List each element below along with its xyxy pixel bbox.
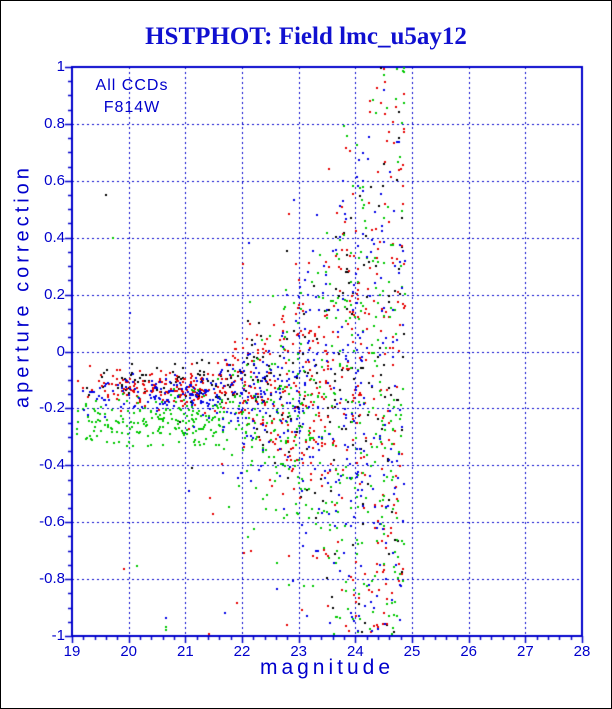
x-tick-label: 24 xyxy=(346,643,364,660)
y-tick-label: -0.6 xyxy=(39,513,65,531)
x-tick-label: 26 xyxy=(460,643,477,660)
y-tick-label: 0.2 xyxy=(44,285,65,303)
x-tick-label: 27 xyxy=(516,643,534,660)
x-tick-label: 23 xyxy=(290,643,307,660)
y-tick-label: -0.2 xyxy=(39,399,65,417)
y-tick-label: 0 xyxy=(56,342,65,360)
y-tick-label: -1 xyxy=(51,627,65,644)
y-tick-label: 0.4 xyxy=(44,228,65,246)
y-tick-label: 0.6 xyxy=(44,171,65,189)
x-tick-label: 21 xyxy=(176,643,194,660)
y-tick-label: 1 xyxy=(56,58,65,75)
annotation-all-ccds: All CCDs xyxy=(95,77,169,94)
x-tick-label: 19 xyxy=(63,643,81,660)
annotation-block: All CCDs F814W xyxy=(76,75,188,119)
y-tick-label: -0.8 xyxy=(39,570,65,588)
y-tick-label: -0.4 xyxy=(39,456,65,474)
chart-title: HSTPHOT: Field lmc_u5ay12 xyxy=(145,23,467,50)
x-tick-label: 28 xyxy=(573,643,591,660)
x-tick-label: 22 xyxy=(233,643,251,660)
annotation-filter-f814w: F814W xyxy=(103,99,161,116)
x-tick-label: 20 xyxy=(120,643,137,660)
y-tick-label: 0.8 xyxy=(44,114,65,132)
x-tick-label: 25 xyxy=(403,643,421,660)
x-axis-label: magnitude xyxy=(259,656,395,679)
